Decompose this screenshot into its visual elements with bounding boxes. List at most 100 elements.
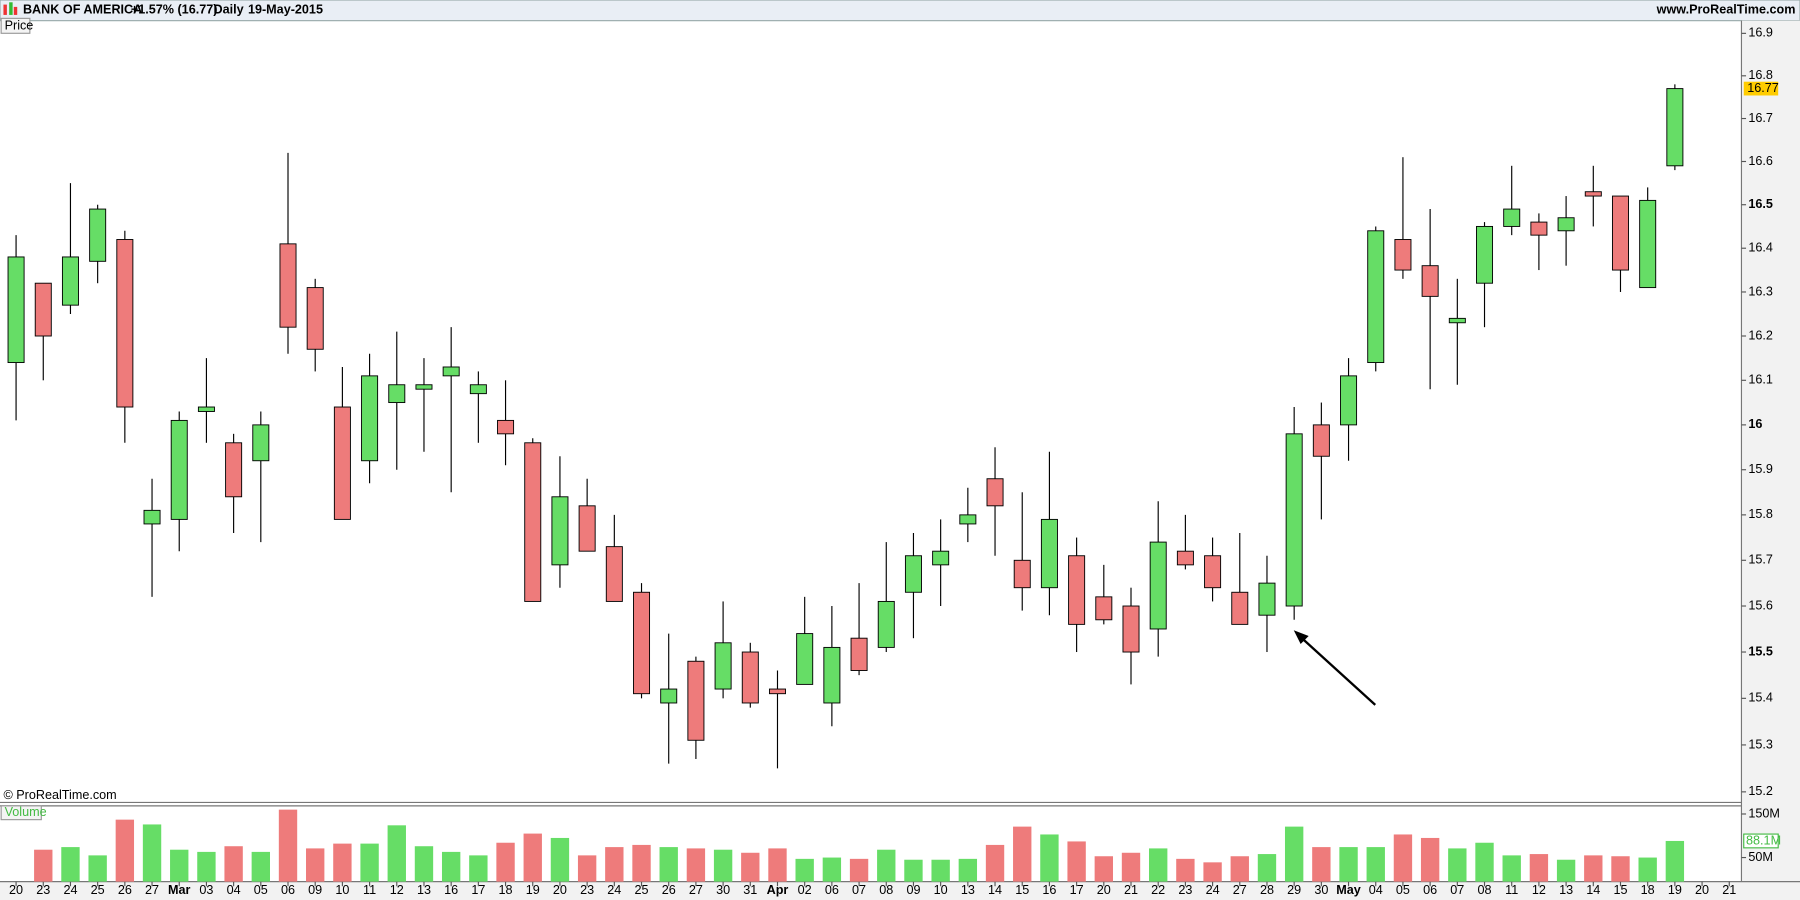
volume-bar bbox=[550, 837, 570, 882]
panel-label: Price bbox=[5, 19, 34, 33]
candle-body bbox=[197, 406, 215, 412]
candle-body bbox=[333, 406, 351, 520]
volume-bar bbox=[741, 852, 760, 882]
x-tick-label: 23 bbox=[36, 883, 50, 897]
date: 19-May-2015 bbox=[248, 3, 323, 17]
candle-body bbox=[143, 509, 161, 525]
x-tick-label: 30 bbox=[716, 883, 730, 897]
volume-bar bbox=[931, 859, 950, 882]
candle-body bbox=[1584, 191, 1602, 197]
candle-body bbox=[442, 366, 460, 377]
x-tick-label: 20 bbox=[9, 883, 23, 897]
x-tick-label: 15 bbox=[1613, 883, 1627, 897]
x-tick-label: 30 bbox=[1314, 883, 1328, 897]
x-tick-label: 18 bbox=[499, 883, 513, 897]
x-tick-label: 25 bbox=[635, 883, 649, 897]
y-axis-area bbox=[1741, 20, 1800, 900]
candle-body bbox=[633, 591, 651, 695]
candle-body bbox=[1176, 550, 1194, 566]
y-tick-label: 15.9 bbox=[1748, 462, 1773, 476]
volume-value-tag bbox=[1743, 833, 1779, 849]
x-tick-label: 06 bbox=[1423, 883, 1437, 897]
volume-bar bbox=[1556, 859, 1576, 882]
x-tick-label: 27 bbox=[1233, 883, 1247, 897]
x-tick-label: 21 bbox=[1722, 883, 1736, 897]
x-tick-label: 03 bbox=[199, 883, 213, 897]
volume-value-label: 88.1M bbox=[1746, 833, 1781, 847]
volume-bar bbox=[1393, 834, 1413, 882]
candle-body bbox=[61, 256, 79, 306]
x-tick-label: 16 bbox=[444, 883, 458, 897]
x-tick-label: 25 bbox=[91, 883, 105, 897]
volume-bar bbox=[795, 858, 814, 882]
logo bbox=[9, 2, 13, 15]
logo bbox=[13, 6, 18, 15]
volume-bar bbox=[88, 855, 107, 882]
candle-body bbox=[1340, 375, 1358, 426]
y-tick-label: 16.9 bbox=[1748, 26, 1773, 40]
candle-body bbox=[1367, 230, 1385, 364]
candle-body bbox=[415, 384, 433, 390]
volume-bar bbox=[1420, 837, 1440, 882]
candle-body bbox=[986, 478, 1004, 507]
volume-bar bbox=[1502, 855, 1521, 882]
volume-bar bbox=[1230, 856, 1249, 882]
x-tick-label: 31 bbox=[743, 883, 757, 897]
candle-body bbox=[1013, 559, 1031, 589]
candle-body bbox=[469, 384, 487, 395]
x-tick-label: 20 bbox=[1097, 883, 1111, 897]
candle-body bbox=[225, 442, 243, 498]
y-tick-label: 16.6 bbox=[1748, 154, 1773, 168]
candle-body bbox=[1095, 596, 1113, 621]
volume-bar bbox=[849, 858, 869, 882]
x-tick-label: 21 bbox=[1124, 883, 1138, 897]
candle-body bbox=[1204, 555, 1222, 589]
x-tick-label: 12 bbox=[390, 883, 404, 897]
candle-body bbox=[1666, 88, 1684, 167]
annotation-arrowhead bbox=[1293, 630, 1309, 645]
x-tick-label: 11 bbox=[1505, 883, 1518, 897]
volume-bar bbox=[1584, 855, 1603, 882]
volume-bar bbox=[1067, 841, 1086, 882]
volume-bar bbox=[61, 847, 80, 882]
y-tick-label: 16.4 bbox=[1748, 241, 1773, 255]
volume-bar bbox=[958, 858, 978, 882]
y-tick-label: 15.2 bbox=[1748, 784, 1773, 798]
x-tick-label: 16 bbox=[1042, 883, 1056, 897]
volume-bar bbox=[1284, 826, 1304, 882]
x-tick-label: 06 bbox=[825, 883, 839, 897]
y-tick-label: 16.1 bbox=[1748, 373, 1773, 387]
candle-body bbox=[551, 496, 569, 566]
x-tick-label: 10 bbox=[335, 883, 349, 897]
candle-body bbox=[823, 646, 841, 704]
x-tick-label: 27 bbox=[689, 883, 703, 897]
x-tick-label: 20 bbox=[1695, 883, 1709, 897]
change: +1.57% (16.77) bbox=[131, 3, 218, 17]
candle-body bbox=[796, 633, 814, 685]
candle-body bbox=[850, 637, 868, 671]
volume-bar bbox=[1257, 854, 1277, 882]
candle-body bbox=[252, 424, 270, 462]
candle-body bbox=[578, 505, 596, 552]
candle-body bbox=[89, 208, 107, 262]
x-tick-label: 28 bbox=[1260, 883, 1274, 897]
volume-tick-label: 150M bbox=[1748, 806, 1780, 820]
candle-body bbox=[687, 660, 705, 741]
y-tick-label: 15.3 bbox=[1748, 737, 1773, 751]
volume-bar bbox=[1203, 862, 1222, 882]
volume-bar bbox=[1149, 848, 1168, 882]
volume-bar bbox=[1094, 856, 1113, 882]
volume-bar bbox=[496, 842, 515, 882]
candle-body bbox=[7, 256, 25, 364]
source: www.ProRealTime.com bbox=[1656, 3, 1796, 17]
volume-label-box bbox=[0, 805, 42, 821]
volume-bar bbox=[224, 846, 243, 882]
panel-label-box bbox=[0, 17, 31, 34]
volume-bar bbox=[115, 819, 135, 882]
volume-bar bbox=[1638, 857, 1657, 882]
y-tick-label: 16.8 bbox=[1748, 68, 1773, 82]
y-tick-label: 15.6 bbox=[1748, 598, 1773, 612]
volume-bar bbox=[197, 851, 216, 882]
x-tick-label: 23 bbox=[1178, 883, 1192, 897]
y-tick-label: 15.7 bbox=[1748, 553, 1773, 567]
